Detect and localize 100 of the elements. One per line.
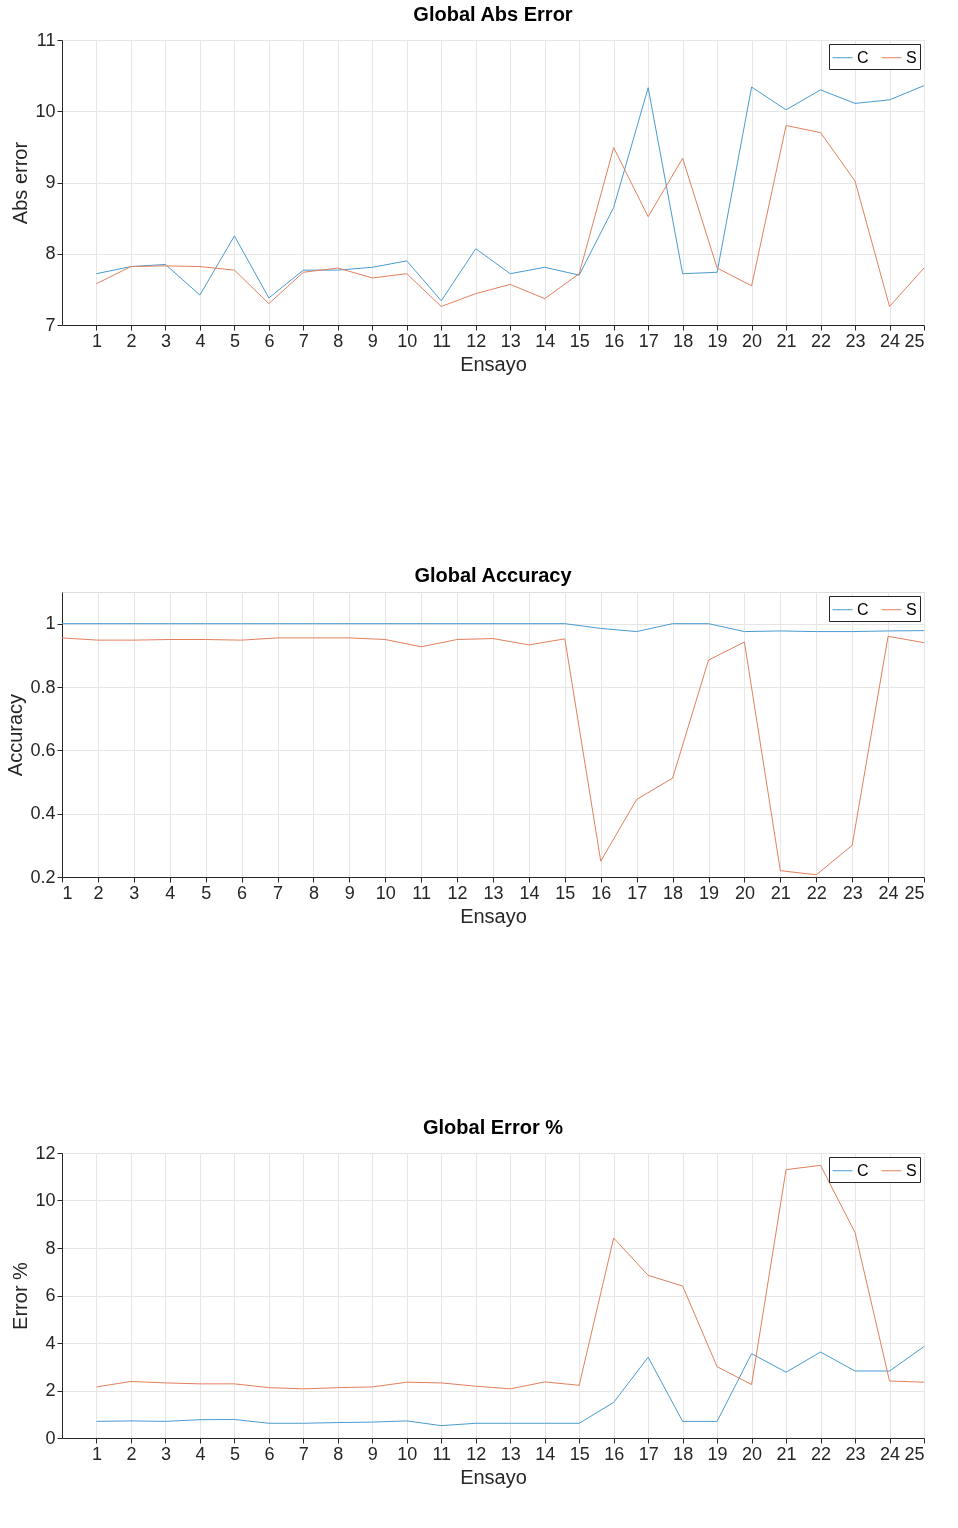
x-tick-label: 19 — [707, 330, 728, 351]
x-tick-label: 17 — [627, 882, 648, 903]
x-tick-label: 23 — [845, 330, 866, 351]
x-tick-label: 1 — [91, 330, 102, 351]
legend-label: C — [857, 48, 869, 66]
legend-label: C — [857, 600, 869, 618]
x-tick-label: 22 — [806, 882, 827, 903]
y-tick-label: 8 — [45, 243, 56, 264]
y-tick-label: 0.6 — [30, 739, 56, 760]
x-axis-title: Ensayo — [460, 352, 527, 375]
chart-title: Global Abs Error — [413, 3, 573, 25]
y-tick-label: 9 — [45, 172, 56, 192]
x-tick-label: 5 — [229, 330, 240, 351]
y-tick-label: 12 — [35, 1142, 56, 1163]
x-tick-label: 10 — [397, 1443, 418, 1464]
x-tick-label: 18 — [673, 1443, 694, 1464]
y-axis-title: Error % — [9, 1261, 32, 1330]
x-tick-label: 13 — [500, 330, 521, 351]
y-tick-label: 4 — [45, 1332, 56, 1353]
x-tick-label: 24 — [880, 1443, 901, 1464]
x-tick-label: 1 — [91, 1443, 102, 1464]
x-tick-label: 6 — [264, 330, 275, 351]
x-tick-label: 20 — [742, 330, 763, 351]
x-tick-label: 4 — [165, 882, 176, 903]
x-tick-label: 10 — [375, 882, 396, 903]
x-tick-label: 9 — [367, 330, 378, 351]
x-tick-label: 19 — [707, 1443, 728, 1464]
x-tick-label: 21 — [776, 330, 797, 351]
x-tick-label: 7 — [298, 1443, 309, 1464]
y-tick-label: 0.8 — [30, 676, 56, 697]
x-tick-label: 19 — [698, 882, 720, 903]
x-tick-label: 5 — [201, 882, 212, 903]
x-tick-label: 4 — [195, 330, 206, 351]
line-series — [62, 623, 924, 633]
x-tick-label: 12 — [466, 330, 487, 351]
y-axis-title: Accuracy — [4, 693, 27, 777]
x-tick-label: 18 — [663, 882, 684, 903]
x-tick-label: 17 — [638, 1443, 659, 1464]
legend-label: C — [857, 1161, 869, 1179]
x-tick-label: 20 — [742, 1443, 763, 1464]
x-tick-label: 21 — [770, 882, 791, 903]
x-tick-label: 21 — [776, 1443, 797, 1464]
x-tick-label: 25 — [904, 882, 925, 903]
x-tick-label: 15 — [569, 1443, 590, 1464]
y-tick-label: 10 — [35, 1190, 56, 1210]
x-tick-label: 14 — [535, 1443, 556, 1464]
x-tick-label: 14 — [535, 330, 556, 351]
x-tick-label: 5 — [229, 1443, 240, 1464]
y-tick-label: 7 — [45, 314, 56, 335]
x-tick-label: 8 — [308, 882, 319, 903]
x-tick-label: 9 — [367, 1443, 378, 1464]
x-tick-label: 7 — [272, 882, 284, 903]
x-tick-label: 23 — [845, 1443, 866, 1464]
y-tick-label: 8 — [45, 1237, 56, 1258]
line-series — [95, 1346, 924, 1427]
x-tick-label: 24 — [878, 882, 899, 903]
y-axis-title: Abs error — [9, 141, 32, 225]
y-tick-label: 0.4 — [30, 803, 56, 824]
y-tick-label: 6 — [45, 1285, 56, 1305]
x-tick-label: 20 — [734, 882, 755, 903]
x-tick-label: 6 — [264, 1443, 275, 1464]
x-tick-label: 18 — [673, 330, 694, 351]
chart-title: Global Error % — [422, 1116, 564, 1138]
line-series — [95, 125, 924, 307]
x-tick-label: 2 — [126, 330, 137, 351]
x-tick-label: 24 — [880, 330, 901, 351]
x-tick-label: 1 — [62, 882, 73, 903]
x-tick-label: 17 — [638, 330, 659, 351]
x-tick-label: 8 — [333, 1443, 344, 1464]
x-axis-title: Ensayo — [460, 904, 527, 927]
legend-label: S — [906, 600, 917, 618]
x-tick-label: 3 — [160, 330, 171, 351]
x-tick-label: 13 — [483, 882, 504, 903]
x-tick-label: 12 — [447, 882, 468, 903]
x-tick-label: 25 — [904, 330, 925, 351]
y-tick-label: 0.2 — [30, 866, 56, 887]
legend-label: S — [906, 1161, 917, 1179]
x-tick-label: 22 — [811, 330, 832, 351]
x-tick-label: 9 — [344, 882, 355, 903]
x-tick-label: 11 — [432, 1443, 452, 1464]
y-tick-label: 1 — [45, 613, 56, 634]
x-tick-label: 4 — [195, 1443, 206, 1464]
x-axis-title: Ensayo — [460, 1465, 527, 1488]
x-tick-label: 16 — [604, 1443, 625, 1464]
x-tick-label: 23 — [842, 882, 863, 903]
x-tick-label: 8 — [333, 330, 344, 351]
y-tick-label: 0 — [45, 1427, 56, 1448]
x-tick-label: 16 — [604, 330, 625, 351]
x-tick-label: 2 — [93, 882, 104, 903]
x-tick-label: 11 — [412, 882, 432, 903]
legend-label: S — [906, 48, 917, 66]
x-tick-label: 15 — [555, 882, 576, 903]
x-tick-label: 15 — [569, 330, 590, 351]
x-tick-label: 7 — [298, 330, 309, 351]
x-tick-label: 16 — [591, 882, 612, 903]
line-series — [95, 1164, 924, 1390]
x-tick-label: 25 — [904, 1443, 925, 1464]
x-tick-label: 3 — [160, 1443, 171, 1464]
y-tick-label: 2 — [45, 1380, 56, 1400]
x-tick-label: 22 — [811, 1443, 832, 1464]
